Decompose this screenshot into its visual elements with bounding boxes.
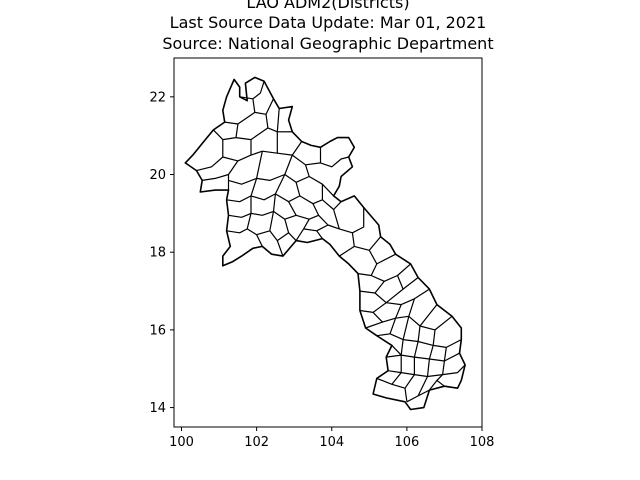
district-boundary-35: [288, 232, 297, 242]
district-boundary-73: [404, 388, 408, 402]
x-tick-label-108: 108: [470, 435, 495, 450]
district-boundary-50: [372, 304, 402, 323]
x-tick-label-100: 100: [169, 435, 194, 450]
district-boundary-21: [250, 174, 286, 201]
y-axis: 14 16 18 20 22: [149, 90, 174, 416]
district-boundary-77: [436, 379, 445, 387]
district-boundary-20: [226, 178, 258, 203]
district-boundary-16: [228, 151, 263, 185]
district-boundary-48: [386, 288, 430, 306]
district-boundary-75: [417, 389, 430, 397]
title-line-3: Source: National Geographic Department: [162, 34, 493, 53]
district-boundaries-layer: [196, 81, 466, 403]
y-tick-label-22: 22: [149, 90, 166, 105]
district-boundary-29: [318, 209, 340, 230]
x-tick-label-104: 104: [319, 435, 344, 450]
y-tick-label-20: 20: [149, 168, 166, 183]
y-tick-label-14: 14: [149, 401, 166, 416]
country-boundary-layer: [184, 76, 466, 411]
district-boundary-25: [228, 195, 252, 218]
district-boundary-27: [273, 201, 297, 220]
axes-frame: [173, 57, 483, 428]
x-tick-label-106: 106: [394, 435, 419, 450]
title-line-2: Last Source Data Update: Mar 01, 2021: [170, 13, 487, 32]
figure-title: LAO ADM2(Districts) Last Source Data Upd…: [162, 0, 493, 53]
title-line-1: LAO ADM2(Districts): [246, 0, 409, 12]
district-boundary-54: [365, 321, 383, 329]
district-boundary-4: [265, 108, 280, 133]
district-boundary-8: [196, 139, 224, 172]
district-boundary-12: [291, 147, 322, 166]
district-boundary-1: [239, 81, 265, 100]
district-boundary-23: [299, 184, 323, 205]
district-boundary-64: [444, 352, 460, 362]
x-tick-label-102: 102: [244, 435, 269, 450]
y-tick-label-18: 18: [149, 246, 166, 261]
country-outline: [184, 76, 466, 411]
district-boundary-6: [212, 123, 239, 141]
y-tick-label-16: 16: [149, 323, 166, 338]
district-boundary-18: [284, 164, 310, 183]
district-boundary-38: [316, 224, 329, 232]
district-boundary-70: [442, 364, 466, 376]
district-boundary-65: [386, 354, 402, 358]
district-boundary-39: [339, 207, 365, 234]
district-boundary-2: [252, 98, 275, 115]
district-boundary-28: [295, 203, 320, 220]
district-boundary-9: [222, 139, 252, 162]
district-boundary-10: [250, 131, 278, 156]
district-boundary-22: [275, 182, 301, 203]
district-boundary-44: [370, 263, 411, 282]
x-axis: 100 102 104 106 108: [169, 427, 494, 450]
plot-area: [173, 57, 483, 428]
district-boundary-14: [202, 160, 239, 181]
district-boundary-17: [256, 154, 293, 181]
district-boundary-13: [320, 156, 349, 168]
district-boundary-30: [226, 213, 252, 234]
district-boundary-26: [250, 193, 276, 216]
